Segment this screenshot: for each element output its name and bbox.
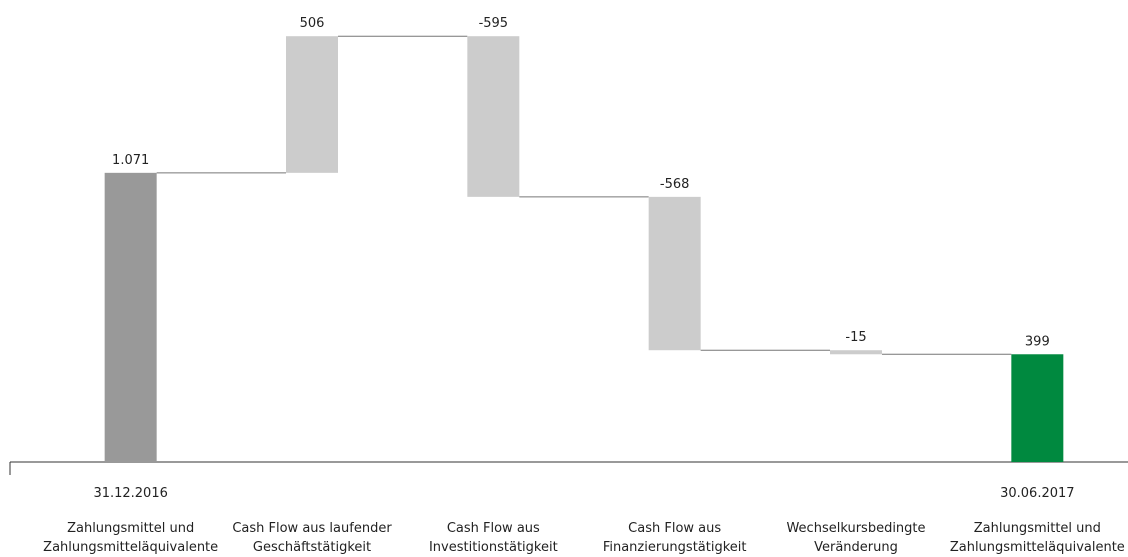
x-tick-label-line: Investitionstätigkeit [429,540,558,555]
date-label: 31.12.2016 [93,486,167,501]
date-label: 30.06.2017 [1000,486,1074,501]
x-tick-label-line: Cash Flow aus [447,521,540,536]
x-tick-label-line: Finanzierungstätigkeit [603,540,747,555]
bar [648,196,701,351]
x-tick-label: Cash Flow aus Finanzierungstätigkeit [603,521,747,555]
x-tick-label: Cash Flow aus Investitionstätigkeit [429,521,558,555]
x-tick-label-line: Zahlungsmitteläquivalente [43,540,218,555]
x-tick-label: Cash Flow aus laufender Geschäftstätigkei… [232,521,392,555]
bar [1011,354,1064,462]
value-label: 399 [1025,334,1050,349]
x-tick-label-line: Geschäftstätigkeit [253,540,371,555]
x-tick-label-line: Zahlungsmittel und [974,521,1101,536]
x-tick-label-line: Veränderung [814,540,898,555]
bar [830,350,882,355]
x-tick-label: Zahlungsmittel und Zahlungsmitteläquivale… [43,521,218,555]
x-tick-label-line: Wechselkursbedingte [786,521,925,536]
bar [467,36,520,197]
x-tick-label-line: Zahlungsmittel und [67,521,194,536]
value-label: -568 [660,177,690,192]
bar [286,36,338,173]
value-label: 1.071 [112,153,149,168]
bar [104,172,157,462]
x-tick-label-line: Zahlungsmitteläquivalente [950,540,1125,555]
x-tick-label-line: Cash Flow aus laufender [232,521,392,536]
value-label: -15 [845,330,866,345]
value-label: -595 [479,16,509,31]
value-label: 506 [300,16,325,31]
x-tick-label-line: Cash Flow aus [628,521,721,536]
x-tick-label: Zahlungsmittel und Zahlungsmitteläquivale… [950,521,1125,555]
x-tick-label: Wechselkursbedingte Veränderung [786,521,925,555]
